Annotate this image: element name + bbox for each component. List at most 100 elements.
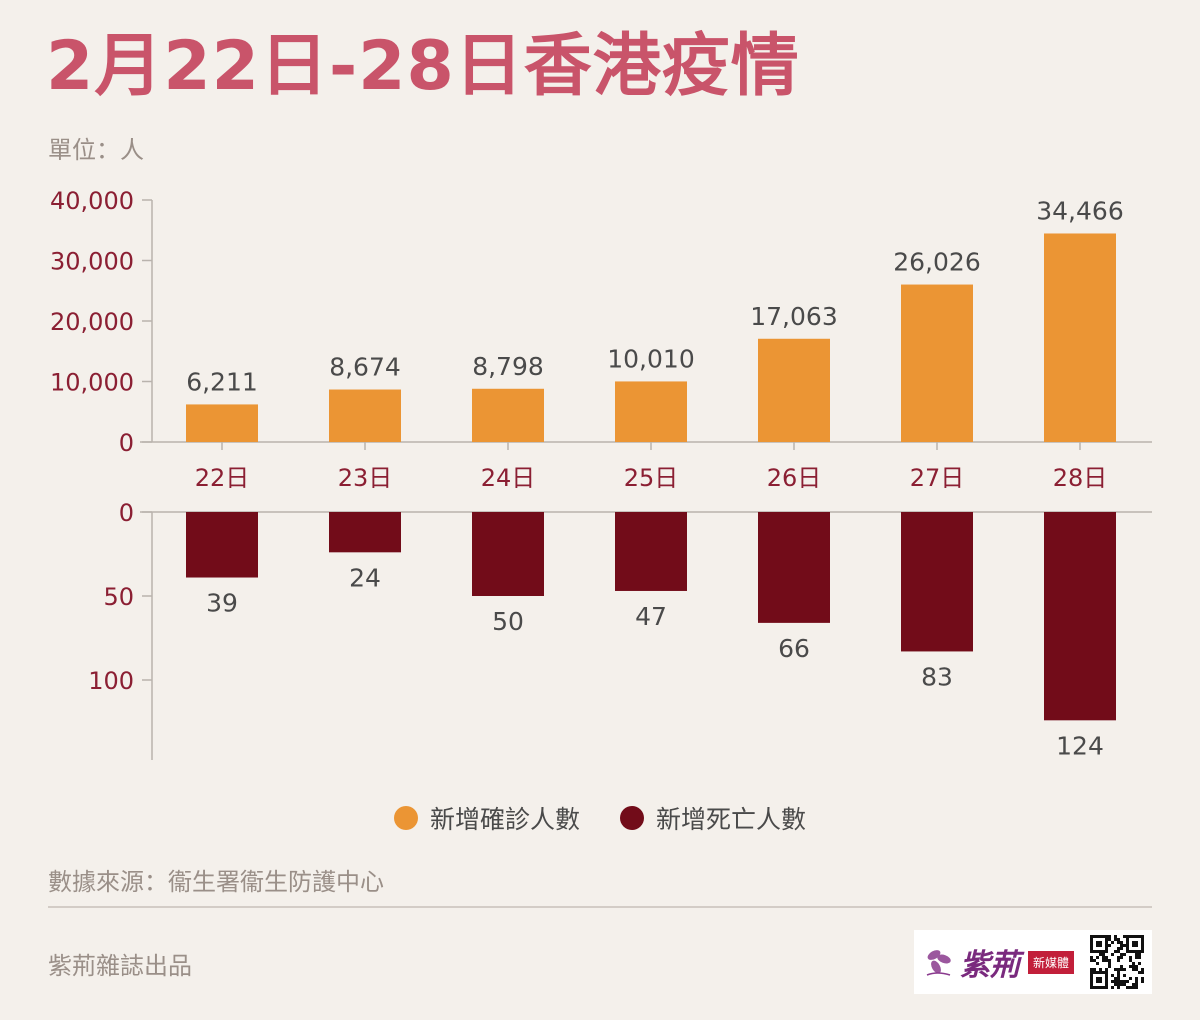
qr-module — [1108, 962, 1111, 965]
qr-module — [1117, 980, 1120, 983]
qr-module — [1120, 941, 1123, 944]
legend-swatch-deaths — [620, 806, 644, 830]
qr-module — [1120, 980, 1123, 983]
deaths-bar — [901, 512, 973, 652]
deaths-bar — [1044, 512, 1116, 721]
qr-module — [1099, 968, 1102, 971]
page-title: 2月22日-28日香港疫情 — [46, 27, 800, 106]
qr-module — [1138, 953, 1141, 956]
qr-module — [1117, 977, 1120, 980]
confirmed-bar — [186, 404, 258, 442]
confirmed-bar — [758, 338, 830, 442]
qr-module — [1132, 983, 1135, 986]
logo-badge: 新媒體 — [1028, 950, 1075, 974]
qr-module — [1093, 968, 1096, 971]
qr-module — [1114, 935, 1117, 938]
qr-module — [1132, 986, 1135, 989]
qr-module — [1102, 953, 1105, 956]
bauhinia-flower-icon — [926, 950, 951, 976]
qr-module — [1135, 977, 1138, 980]
bottom-y-tick-label: 100 — [88, 667, 134, 695]
qr-module — [1120, 968, 1123, 971]
qr-module — [1117, 986, 1120, 989]
qr-module — [1111, 986, 1114, 989]
qr-module — [1135, 983, 1138, 986]
deaths-bar — [329, 512, 401, 553]
legend-label-deaths: 新增死亡人數 — [656, 805, 807, 834]
qr-module — [1120, 983, 1123, 986]
deaths-value-label: 83 — [921, 662, 953, 691]
qr-module — [1132, 965, 1135, 968]
qr-module — [1123, 968, 1126, 971]
deaths-value-label: 39 — [206, 589, 238, 618]
deaths-bar — [758, 512, 830, 623]
qr-module — [1114, 950, 1117, 953]
qr-code-icon — [1090, 935, 1144, 989]
qr-module — [1114, 938, 1117, 941]
qr-module — [1135, 956, 1138, 959]
legend-item-deaths: 新增死亡人數 — [620, 800, 806, 836]
qr-module — [1117, 938, 1120, 941]
category-label: 22日 — [195, 464, 250, 492]
qr-module — [1120, 947, 1123, 950]
confirmed-bar — [901, 284, 973, 442]
legend-item-confirmed: 新增確診人數 — [393, 800, 580, 836]
qr-module — [1114, 968, 1117, 971]
logo-mark: 紫荊 新媒體 — [922, 940, 1075, 984]
confirmed-value-label: 6,211 — [186, 367, 258, 396]
divider — [48, 906, 1152, 908]
qr-module — [1096, 941, 1102, 947]
qr-module — [1114, 980, 1117, 983]
chart: 0 10,000 20,000 30,000 40,000 0 50 100 22日 23日 24日… — [50, 187, 1152, 760]
confirmed-value-label: 34,466 — [1036, 196, 1123, 225]
publisher-note: 紫荊雜誌出品 — [48, 952, 192, 980]
qr-module — [1117, 971, 1120, 974]
qr-module — [1129, 959, 1132, 962]
qr-module — [1117, 950, 1120, 953]
qr-module — [1114, 977, 1117, 980]
deaths-value-label: 50 — [492, 607, 524, 636]
category-label: 24日 — [481, 464, 536, 492]
top-y-tick-label: 0 — [119, 429, 134, 457]
confirmed-bar — [329, 389, 401, 442]
confirmed-value-label: 26,026 — [893, 248, 980, 277]
qr-module — [1108, 944, 1111, 947]
qr-module — [1102, 959, 1105, 962]
qr-module — [1108, 938, 1111, 941]
deaths-value-label: 66 — [778, 634, 810, 663]
qr-module — [1123, 980, 1126, 983]
deaths-bar — [615, 512, 687, 591]
qr-module — [1108, 965, 1111, 968]
qr-module — [1099, 953, 1102, 956]
qr-module — [1135, 953, 1138, 956]
confirmed-bar — [472, 388, 544, 442]
category-label: 26日 — [767, 464, 822, 492]
qr-module — [1090, 956, 1093, 959]
qr-module — [1117, 956, 1120, 959]
qr-module — [1138, 956, 1141, 959]
bottom-y-tick-label: 50 — [103, 583, 134, 611]
top-y-tick-label: 20,000 — [50, 308, 134, 336]
qr-module — [1111, 941, 1114, 944]
qr-module — [1108, 959, 1111, 962]
qr-module — [1132, 941, 1138, 947]
category-label: 27日 — [910, 464, 965, 492]
qr-module — [1141, 980, 1144, 983]
qr-module — [1135, 986, 1138, 989]
top-y-tick-label: 10,000 — [50, 369, 134, 397]
qr-module — [1123, 944, 1126, 947]
qr-module — [1138, 962, 1141, 965]
top-y-tick-label: 40,000 — [50, 187, 134, 215]
unit-label: 單位：人 — [48, 136, 144, 164]
source-note: 數據來源：衞生署衞生防護中心 — [48, 868, 384, 896]
qr-module — [1129, 956, 1132, 959]
qr-module — [1090, 959, 1093, 962]
legend-label-confirmed: 新增確診人數 — [429, 805, 580, 834]
qr-module — [1135, 965, 1138, 968]
qr-module — [1117, 941, 1120, 944]
qr-module — [1093, 959, 1096, 962]
category-label: 25日 — [624, 464, 679, 492]
qr-module — [1096, 962, 1099, 965]
confirmed-value-label: 8,798 — [472, 352, 544, 381]
deaths-bar — [186, 512, 258, 578]
